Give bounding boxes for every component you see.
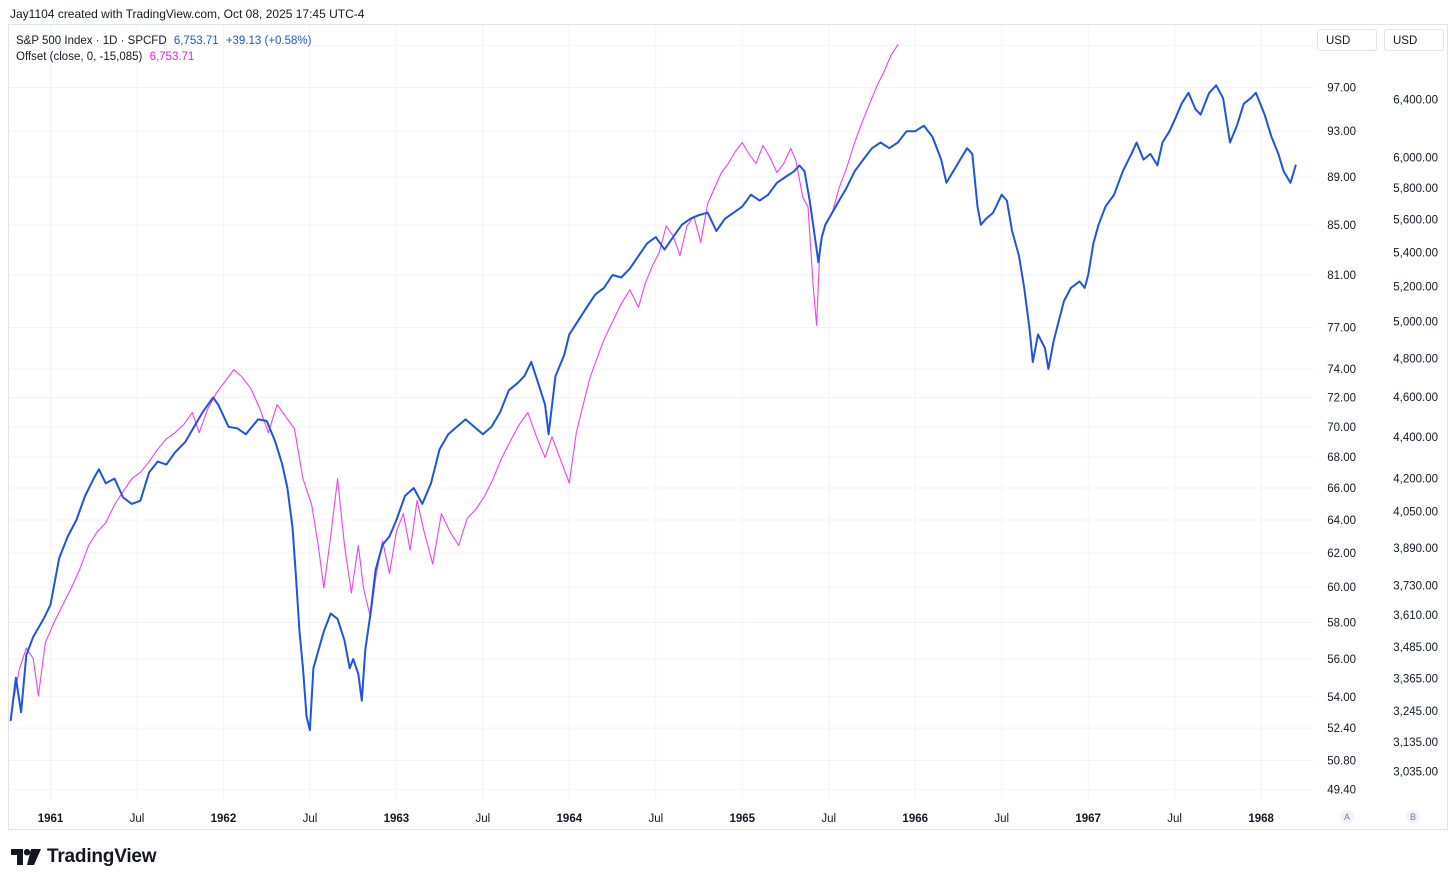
time-axis-label: Jul bbox=[303, 813, 318, 825]
right-price-axis: 6,800.006,400.006,000.005,800.005,600.00… bbox=[1393, 40, 1438, 779]
right-axis-label: 5,400.00 bbox=[1393, 247, 1438, 259]
left-axis-label: 49.40 bbox=[1327, 784, 1356, 796]
indicator-value: 6,753.71 bbox=[149, 51, 195, 63]
time-axis-label: Jul bbox=[1167, 813, 1182, 825]
left-axis-label: 56.00 bbox=[1327, 654, 1356, 666]
time-axis-label: Jul bbox=[821, 813, 836, 825]
symbol-name: S&P 500 Index · 1D · SPCFD bbox=[16, 35, 167, 47]
chart-grid bbox=[9, 25, 1313, 800]
indicator-legend-row[interactable]: Offset (close, 0, -15,085) 6,753.71 bbox=[16, 49, 311, 65]
left-axis-label: 66.00 bbox=[1327, 483, 1356, 495]
left-axis-label: 64.00 bbox=[1327, 515, 1356, 527]
left-axis-label: 54.00 bbox=[1327, 692, 1356, 704]
tradingview-brand[interactable]: TradingView bbox=[11, 846, 157, 868]
left-axis-label: 93.00 bbox=[1327, 126, 1356, 138]
brand-name: TradingView bbox=[47, 846, 157, 867]
chart-frame bbox=[8, 24, 1448, 830]
time-axis-label: 1964 bbox=[557, 813, 583, 825]
chart-legend: S&P 500 Index · 1D · SPCFD 6,753.71 +39.… bbox=[16, 33, 311, 65]
right-axis-label: 4,400.00 bbox=[1393, 432, 1438, 444]
left-axis-label: 74.00 bbox=[1327, 364, 1356, 376]
left-price-axis: 101.0097.0093.0089.0085.0081.0077.0074.0… bbox=[1321, 40, 1356, 796]
right-axis-label: 3,135.00 bbox=[1393, 737, 1438, 749]
time-axis: 1961 Jul 1962 Jul 1963 Jul 1964 Jul 1965 Jul 1966 J… bbox=[38, 813, 1275, 825]
left-axis-label: 77.00 bbox=[1327, 323, 1356, 335]
symbol-legend-row[interactable]: S&P 500 Index · 1D · SPCFD 6,753.71 +39.… bbox=[16, 33, 311, 49]
right-axis-label: 5,600.00 bbox=[1393, 215, 1438, 227]
right-axis-label: 4,200.00 bbox=[1393, 474, 1438, 486]
right-scale-tag[interactable]: B bbox=[1406, 810, 1420, 824]
time-axis-label: Jul bbox=[130, 813, 145, 825]
offset-line bbox=[10, 44, 899, 716]
time-axis-label: 1962 bbox=[211, 813, 237, 825]
right-axis-label: 6,400.00 bbox=[1393, 94, 1438, 106]
chart-attribution: Jay1104 created with TradingView.com, Oc… bbox=[10, 7, 365, 21]
sp500-series bbox=[9, 84, 1297, 732]
left-axis-label: 97.00 bbox=[1327, 82, 1356, 94]
right-axis-label: 6,000.00 bbox=[1393, 152, 1438, 164]
offset-series bbox=[10, 44, 899, 716]
time-axis-label: 1963 bbox=[384, 813, 410, 825]
right-currency-button[interactable]: USD bbox=[1384, 29, 1444, 51]
right-axis-label: 5,000.00 bbox=[1393, 317, 1438, 329]
right-axis-label: 4,800.00 bbox=[1393, 353, 1438, 365]
right-axis-label: 3,730.00 bbox=[1393, 581, 1438, 593]
left-scale-tag[interactable]: A bbox=[1340, 810, 1354, 824]
time-axis-label: Jul bbox=[994, 813, 1009, 825]
indicator-name: Offset (close, 0, -15,085) bbox=[16, 51, 143, 63]
left-axis-label: 68.00 bbox=[1327, 452, 1356, 464]
left-axis-label: 52.40 bbox=[1327, 723, 1356, 735]
sp500-line bbox=[9, 84, 1297, 732]
time-axis-label: 1965 bbox=[729, 813, 755, 825]
left-currency-button[interactable]: USD bbox=[1317, 29, 1377, 51]
time-axis-label: 1966 bbox=[902, 813, 928, 825]
left-axis-label: 62.00 bbox=[1327, 548, 1356, 560]
time-axis-label: 1961 bbox=[38, 813, 64, 825]
left-axis-label: 60.00 bbox=[1327, 582, 1356, 594]
right-axis-label: 3,365.00 bbox=[1393, 673, 1438, 685]
time-axis-label: 1967 bbox=[1075, 813, 1101, 825]
left-axis-label: 81.00 bbox=[1327, 270, 1356, 282]
right-axis-label: 5,800.00 bbox=[1393, 183, 1438, 195]
time-axis-label: Jul bbox=[648, 813, 663, 825]
left-axis-label: 50.80 bbox=[1327, 755, 1356, 767]
left-axis-label: 85.00 bbox=[1327, 220, 1356, 232]
right-axis-label: 4,050.00 bbox=[1393, 506, 1438, 518]
right-axis-label: 5,200.00 bbox=[1393, 281, 1438, 293]
right-axis-label: 3,890.00 bbox=[1393, 543, 1438, 555]
time-axis-label: Jul bbox=[476, 813, 491, 825]
price-change: +39.13 (+0.58%) bbox=[225, 35, 312, 47]
right-axis-label: 3,485.00 bbox=[1393, 642, 1438, 654]
right-axis-label: 3,610.00 bbox=[1393, 610, 1438, 622]
left-axis-label: 58.00 bbox=[1327, 617, 1356, 629]
right-axis-label: 3,035.00 bbox=[1393, 766, 1438, 778]
right-axis-label: 3,245.00 bbox=[1393, 706, 1438, 718]
left-axis-label: 89.00 bbox=[1327, 172, 1356, 184]
tradingview-logo-icon bbox=[11, 849, 41, 865]
right-axis-label: 4,600.00 bbox=[1393, 392, 1438, 404]
left-axis-label: 72.00 bbox=[1327, 393, 1356, 405]
time-axis-label: 1968 bbox=[1248, 813, 1274, 825]
last-price: 6,753.71 bbox=[173, 35, 219, 47]
left-axis-label: 70.00 bbox=[1327, 422, 1356, 434]
